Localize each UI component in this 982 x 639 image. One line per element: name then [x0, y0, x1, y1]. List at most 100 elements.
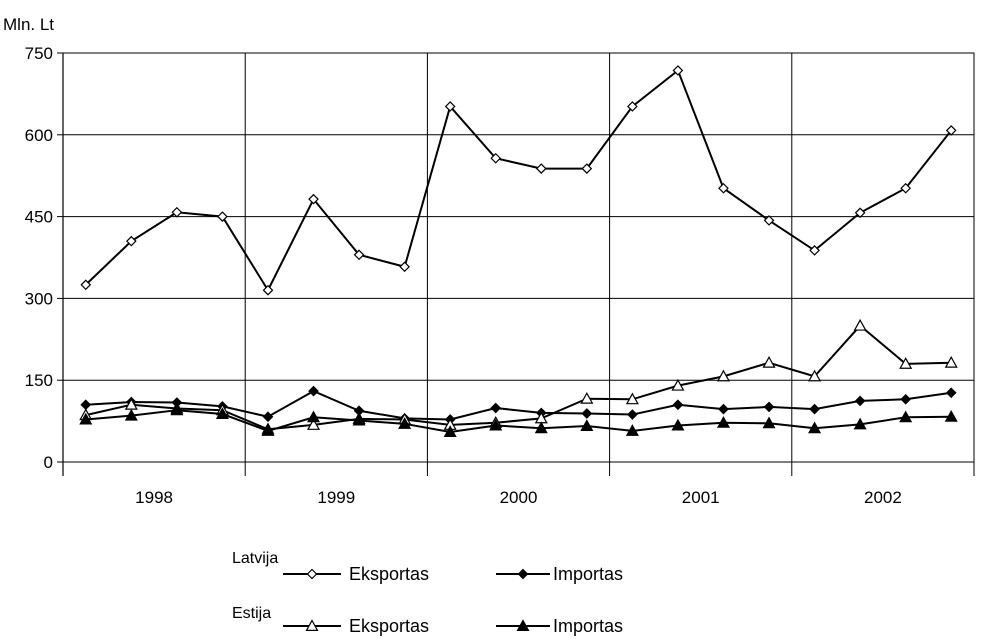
- x-tick-label-2001: 2001: [682, 488, 720, 507]
- data-point-latvija-importas-9: [490, 402, 502, 414]
- data-point-latvija-eksportas-4: [262, 284, 274, 296]
- y-tick-label-150: 150: [25, 371, 53, 390]
- series-line-estija-importas: [85, 409, 952, 434]
- data-point-latvija-importas-16: [809, 403, 820, 415]
- data-point-estija-importas-9: [489, 418, 503, 431]
- data-point-estija-importas-10: [534, 421, 548, 434]
- legend-marker-latvija-eksportas: [306, 568, 318, 580]
- y-tick-label-750: 750: [25, 44, 53, 63]
- series-estija-importas: [79, 403, 958, 438]
- data-point-latvija-importas-19: [945, 387, 957, 399]
- data-point-latvija-eksportas-15: [763, 215, 775, 226]
- data-point-latvija-eksportas-11: [581, 163, 593, 174]
- data-point-estija-eksportas-12: [625, 392, 639, 405]
- data-point-latvija-eksportas-16: [809, 245, 820, 256]
- legend-marker-estija-importas: [516, 619, 530, 632]
- legend-label-estija-importas: Importas: [553, 616, 623, 636]
- data-point-latvija-importas-12: [627, 409, 638, 420]
- data-point-estija-importas-17: [853, 417, 867, 430]
- data-point-estija-importas-6: [352, 413, 366, 426]
- data-point-estija-importas-5: [307, 410, 321, 423]
- data-point-latvija-importas-11: [581, 408, 593, 419]
- chart-axes: [62, 52, 975, 476]
- data-point-estija-eksportas-16: [808, 369, 822, 382]
- data-point-estija-importas-8: [443, 425, 457, 438]
- chart-series: [79, 65, 958, 438]
- data-point-estija-importas-12: [625, 424, 639, 436]
- data-point-estija-eksportas-18: [899, 357, 913, 369]
- data-point-estija-eksportas-13: [671, 378, 685, 391]
- data-point-latvija-importas-15: [763, 401, 775, 413]
- y-axis-unit-label: Mln. Lt: [3, 15, 54, 34]
- legend-label-latvija-importas: Importas: [553, 564, 623, 584]
- data-point-latvija-importas-0: [80, 399, 92, 411]
- legend-group-estija: Estija: [232, 605, 271, 622]
- series-line-estija-eksportas: [85, 324, 952, 431]
- y-tick-label-300: 300: [25, 289, 53, 308]
- data-point-estija-importas-11: [580, 419, 594, 432]
- data-point-latvija-eksportas-5: [308, 193, 319, 205]
- legend-group-latvija: Latvija: [232, 550, 278, 567]
- chart-grid: [63, 52, 974, 463]
- series-latvija-importas: [80, 385, 957, 425]
- data-point-estija-importas-4: [261, 424, 275, 436]
- data-point-estija-importas-15: [762, 416, 776, 429]
- data-point-latvija-importas-14: [718, 403, 729, 415]
- data-point-latvija-importas-5: [308, 385, 319, 397]
- data-point-latvija-eksportas-18: [900, 182, 912, 194]
- data-point-estija-importas-2: [170, 403, 184, 416]
- data-point-estija-importas-18: [899, 410, 913, 423]
- data-point-estija-importas-16: [808, 421, 822, 434]
- chart-legend: Latvija Eksportas Importas Estija Eksportas I…: [232, 550, 623, 636]
- data-point-estija-importas-13: [671, 418, 685, 431]
- y-tick-label-450: 450: [25, 208, 53, 227]
- legend-label-latvija-eksportas: Eksportas: [349, 564, 429, 584]
- y-axis-ticks: 750 600 450 300 150 0: [25, 44, 63, 472]
- x-axis-ticks: 1998 1999 2000 2001 2002: [62, 462, 975, 507]
- data-point-latvija-importas-17: [854, 395, 866, 407]
- data-point-latvija-eksportas-17: [854, 207, 866, 219]
- plot-frame: [62, 52, 975, 463]
- data-point-latvija-eksportas-1: [125, 235, 137, 247]
- data-point-latvija-eksportas-9: [490, 152, 502, 164]
- data-point-latvija-eksportas-19: [945, 125, 957, 136]
- data-point-estija-eksportas-15: [762, 356, 776, 368]
- data-point-latvija-eksportas-13: [672, 65, 684, 76]
- data-point-latvija-eksportas-12: [627, 101, 638, 112]
- series-line-latvija-importas: [85, 389, 952, 421]
- data-point-latvija-eksportas-10: [535, 163, 547, 174]
- legend-marker-latvija-importas: [517, 568, 529, 580]
- series-estija-eksportas: [79, 318, 958, 435]
- data-point-latvija-eksportas-6: [353, 249, 365, 261]
- data-point-estija-eksportas-17: [853, 318, 867, 331]
- data-point-estija-importas-0: [79, 412, 93, 425]
- data-point-latvija-eksportas-3: [217, 211, 228, 222]
- data-point-latvija-eksportas-8: [444, 101, 456, 112]
- data-point-latvija-eksportas-14: [718, 182, 729, 194]
- data-point-estija-eksportas-11: [580, 392, 594, 404]
- data-point-latvija-importas-4: [262, 411, 274, 423]
- data-point-estija-importas-19: [944, 410, 958, 422]
- data-point-latvija-importas-13: [672, 399, 684, 411]
- x-tick-label-2000: 2000: [500, 488, 538, 507]
- y-tick-label-0: 0: [44, 453, 53, 472]
- x-tick-label-1999: 1999: [317, 488, 355, 507]
- data-point-estija-eksportas-5: [307, 418, 321, 430]
- data-point-latvija-importas-18: [900, 393, 912, 405]
- x-tick-label-2002: 2002: [864, 488, 902, 507]
- data-point-latvija-eksportas-2: [171, 206, 183, 218]
- data-point-estija-importas-7: [398, 417, 412, 429]
- data-point-latvija-eksportas-0: [80, 279, 92, 291]
- data-point-estija-importas-3: [215, 407, 229, 420]
- data-point-latvija-eksportas-7: [399, 261, 410, 273]
- x-tick-label-1998: 1998: [135, 488, 173, 507]
- data-point-estija-importas-1: [124, 408, 138, 421]
- data-point-estija-eksportas-14: [716, 369, 730, 382]
- series-line-latvija-eksportas: [85, 68, 953, 293]
- legend-marker-estija-eksportas: [305, 619, 319, 632]
- series-latvija-eksportas: [80, 65, 957, 296]
- data-point-estija-importas-14: [716, 416, 730, 428]
- legend-label-estija-eksportas: Eksportas: [349, 616, 429, 636]
- y-tick-label-600: 600: [25, 126, 53, 145]
